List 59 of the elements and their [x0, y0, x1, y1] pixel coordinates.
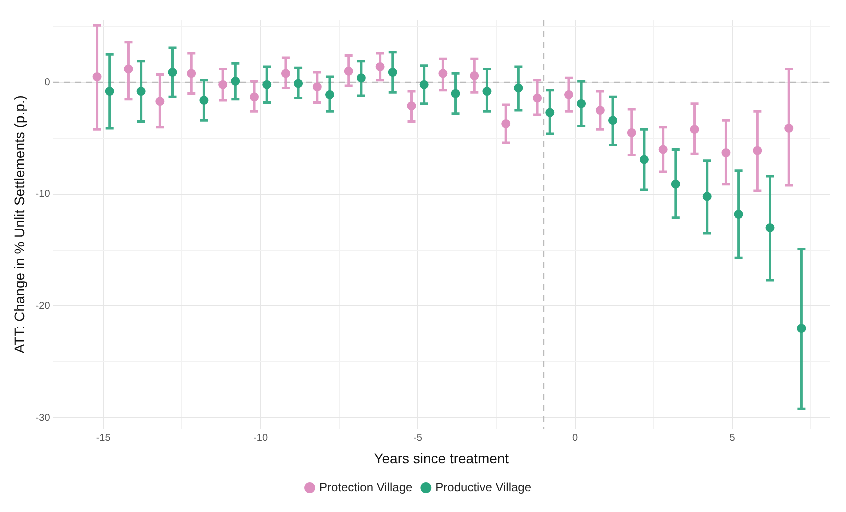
- point: [187, 69, 196, 78]
- point: [200, 96, 209, 105]
- point: [218, 80, 228, 90]
- point: [640, 155, 649, 164]
- x-tick-label: 0: [572, 432, 578, 444]
- point: [627, 128, 636, 138]
- point: [533, 94, 542, 103]
- legend-label: Productive Village: [436, 480, 532, 494]
- point: [577, 99, 586, 108]
- point: [344, 66, 354, 76]
- point: [136, 87, 146, 96]
- point: [784, 124, 794, 133]
- x-tick-label: 5: [730, 432, 736, 444]
- point: [294, 79, 304, 88]
- point: [470, 71, 480, 80]
- point: [356, 74, 366, 83]
- y-tick-label: 0: [44, 77, 51, 88]
- point: [722, 148, 731, 158]
- y-tick-label: -30: [36, 412, 51, 424]
- point: [596, 106, 605, 116]
- point: [262, 80, 272, 90]
- point: [797, 324, 806, 334]
- point: [438, 69, 448, 78]
- point: [420, 80, 429, 90]
- point: [451, 89, 460, 98]
- point: [250, 92, 260, 102]
- point: [546, 108, 555, 118]
- point: [231, 76, 240, 86]
- point: [702, 192, 712, 202]
- point: [124, 64, 134, 74]
- point: [671, 180, 680, 189]
- point: [168, 68, 178, 78]
- point: [608, 116, 618, 126]
- x-axis-title: Years since treatment: [374, 450, 510, 466]
- x-tick-label: -5: [414, 432, 423, 444]
- point: [156, 97, 165, 106]
- point: [105, 87, 114, 96]
- point: [376, 62, 385, 72]
- point: [482, 87, 492, 96]
- point: [281, 69, 290, 78]
- y-axis-title: ATT: Change in % Unlit Settlements (p.p.): [11, 96, 28, 354]
- point: [312, 82, 322, 92]
- point: [514, 84, 524, 93]
- point: [690, 125, 700, 134]
- point: [325, 90, 334, 100]
- legend-label: Protection Village: [319, 480, 413, 494]
- y-tick-label: -10: [36, 189, 51, 200]
- point: [388, 68, 398, 78]
- point: [753, 146, 762, 156]
- point: [658, 145, 668, 154]
- x-tick-label: -15: [96, 432, 112, 444]
- x-tick-label: -10: [254, 432, 268, 444]
- point: [766, 223, 775, 232]
- point: [502, 119, 511, 128]
- point: [92, 72, 102, 82]
- point: [734, 210, 744, 220]
- y-tick-label: -20: [36, 300, 51, 312]
- point: [564, 90, 574, 100]
- point: [407, 102, 416, 111]
